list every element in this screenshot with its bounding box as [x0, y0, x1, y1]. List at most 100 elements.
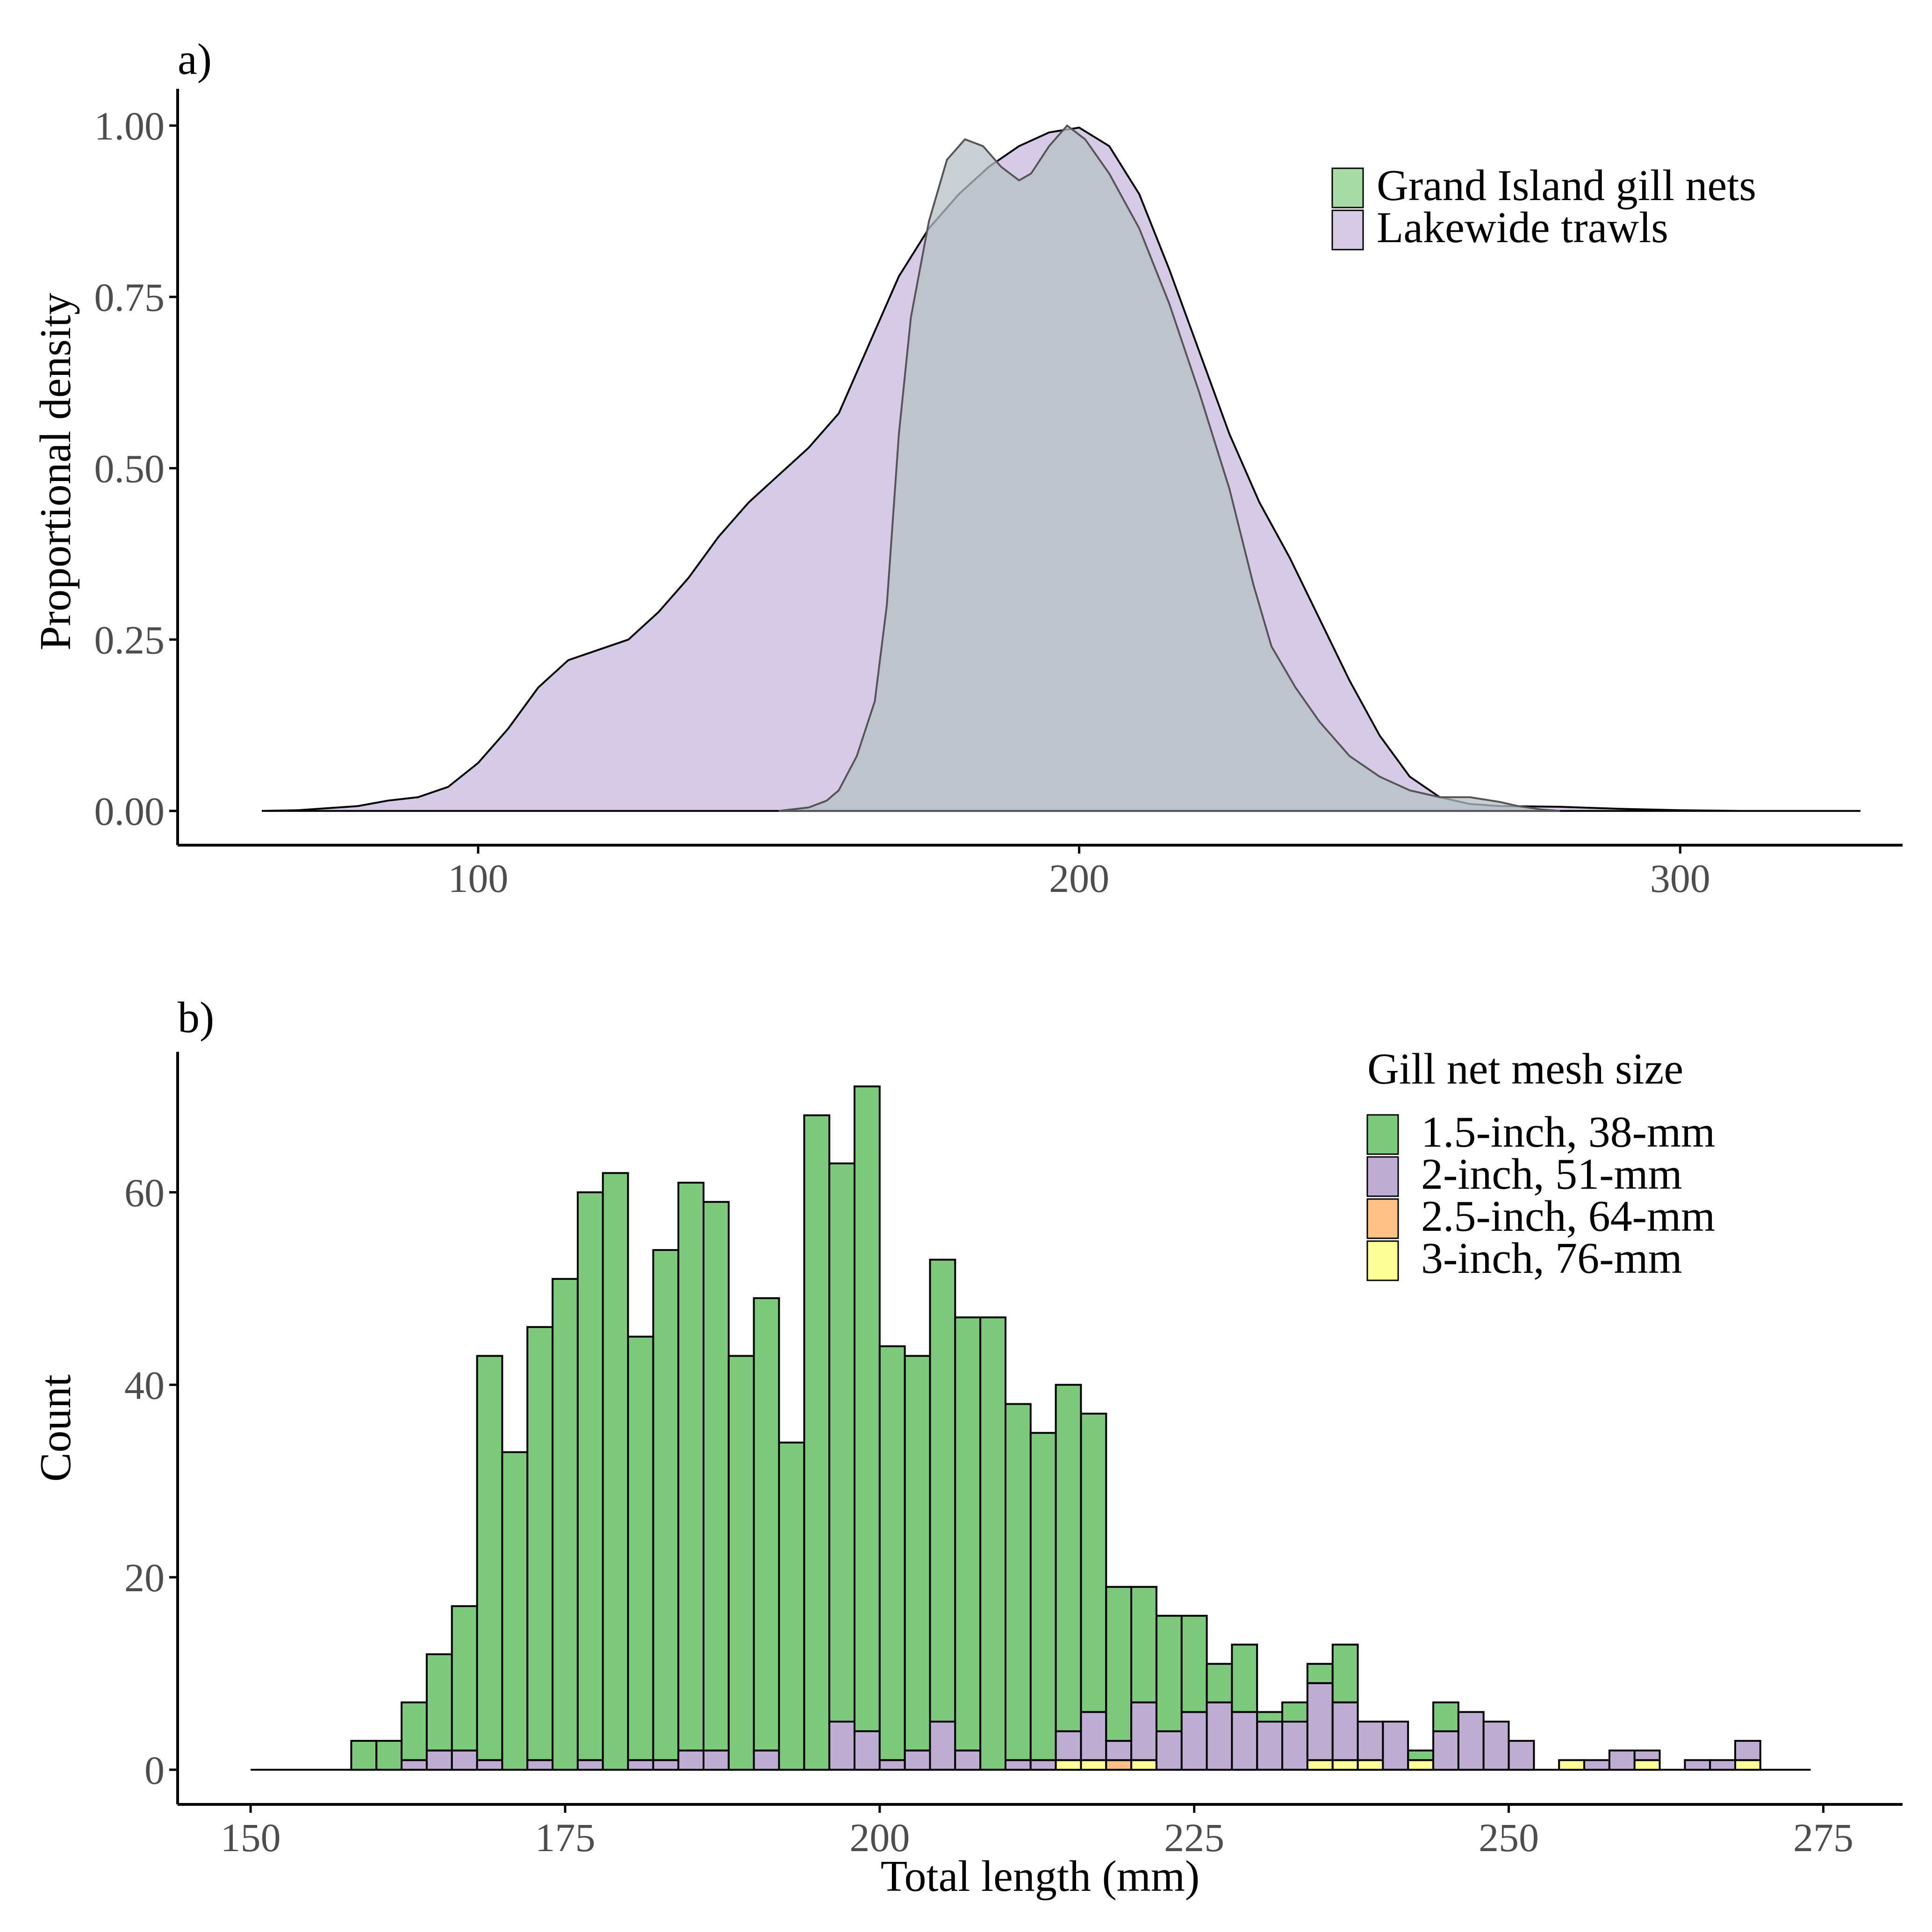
histogram-bar-segment: [677, 1182, 704, 1752]
panel-a-label: a): [178, 35, 212, 84]
x-tick-label: 200: [1049, 856, 1109, 901]
y-tick-label: 0.50: [94, 446, 165, 491]
histogram-bar-segment: [1407, 1749, 1435, 1761]
histogram-bar-segment: [1005, 1403, 1032, 1761]
histogram-bar-segment: [1029, 1432, 1057, 1761]
x-tick-label: 175: [535, 1815, 595, 1860]
histogram-bar-segment: [1180, 1711, 1208, 1771]
legend-label: 1.5-inch, 38-mm: [1421, 1108, 1715, 1156]
y-tick-label: 60: [124, 1171, 165, 1215]
y-tick-label: 1.00: [94, 104, 165, 149]
histogram-bar-segment: [1080, 1413, 1107, 1713]
histogram-bar-segment: [1407, 1759, 1435, 1771]
histogram-bar-segment: [1633, 1749, 1661, 1761]
histogram-bar-segment: [828, 1720, 855, 1771]
y-axis-ticks: 0.00 0.25 0.50 0.75 1.00: [94, 104, 178, 834]
histogram-bar-segment: [1508, 1740, 1535, 1771]
histogram-bar-segment: [929, 1258, 956, 1723]
histogram-bar-segment: [1130, 1586, 1157, 1703]
histogram-bar-segment: [576, 1759, 604, 1771]
histogram-bar-segment: [652, 1249, 680, 1761]
histogram-bar-segment: [1432, 1730, 1459, 1771]
histogram-bar-segment: [854, 1730, 881, 1771]
legend-swatch: [1366, 1240, 1399, 1281]
histogram-bar-segment: [1105, 1586, 1133, 1742]
histogram-bar-segment: [1180, 1615, 1208, 1713]
histogram-bar-segment: [1306, 1682, 1334, 1761]
histogram-bar-segment: [1231, 1644, 1258, 1713]
histogram-bar-segment: [929, 1720, 956, 1771]
histogram-panel: b) 0 20 40 60 150 175 200 225 250 275 Count Tota…: [31, 993, 1903, 1901]
histogram-bars-layer: [251, 1085, 1811, 1771]
histogram-bar-segment: [1633, 1759, 1661, 1771]
x-tick-label: 225: [1164, 1815, 1224, 1860]
y-tick-label: 20: [124, 1555, 165, 1600]
histogram-bar-segment: [375, 1740, 403, 1771]
panel-b-label: b): [178, 993, 214, 1042]
histogram-bar-segment: [1558, 1759, 1585, 1771]
histogram-bar-segment: [979, 1316, 1006, 1771]
histogram-bar-segment: [1281, 1720, 1308, 1771]
x-axis-ticks: 100 200 300: [448, 845, 1710, 901]
histogram-bar-segment: [778, 1441, 805, 1771]
histogram-bar-segment: [476, 1355, 503, 1761]
x-axis-title: Total length (mm): [881, 1852, 1200, 1901]
histogram-bar-segment: [1583, 1759, 1610, 1771]
histogram-bar-segment: [703, 1749, 730, 1771]
histogram-bar-segment: [727, 1355, 755, 1771]
legend-label: 2.5-inch, 64-mm: [1421, 1192, 1715, 1241]
x-tick-label: 150: [221, 1815, 281, 1860]
histogram-bar-segment: [1281, 1701, 1308, 1723]
histogram-bar-segment: [1306, 1663, 1334, 1684]
histogram-bar-segment: [451, 1605, 478, 1752]
histogram-bar-segment: [1684, 1759, 1711, 1771]
histogram-bar-segment: [627, 1759, 654, 1771]
histogram-bar-segment: [1357, 1759, 1384, 1771]
x-axis-ticks: 150 175 200 225 250 275: [221, 1804, 1853, 1860]
histogram-bar-segment: [1130, 1701, 1157, 1761]
histogram-bar-segment: [401, 1759, 428, 1771]
x-tick-label: 200: [849, 1815, 910, 1860]
histogram-bar-segment: [904, 1355, 931, 1752]
histogram-bar-segment: [425, 1653, 453, 1752]
legend-swatch: [1366, 1114, 1399, 1155]
histogram-bar-segment: [350, 1740, 378, 1771]
histogram-bar-segment: [1382, 1720, 1409, 1771]
legend-label: Lakewide trawls: [1377, 203, 1668, 252]
histogram-bar-segment: [854, 1085, 881, 1732]
histogram-bar-segment: [1482, 1720, 1510, 1771]
histogram-bar-segment: [526, 1759, 553, 1771]
histogram-bar-segment: [1231, 1711, 1258, 1771]
histogram-bar-segment: [954, 1316, 982, 1752]
histogram-bar-segment: [1055, 1759, 1082, 1771]
histogram-bar-segment: [753, 1297, 780, 1752]
histogram-bar-segment: [878, 1759, 906, 1771]
histogram-bar-segment: [1080, 1759, 1107, 1771]
legend-label: Grand Island gill nets: [1377, 161, 1756, 210]
histogram-bar-segment: [753, 1749, 780, 1771]
histogram-bar-segment: [1055, 1730, 1082, 1761]
histogram-bar-segment: [1306, 1759, 1334, 1771]
histogram-bar-segment: [627, 1336, 654, 1761]
histogram-bar-segment: [1709, 1759, 1736, 1771]
histogram-bar-segment: [1331, 1759, 1359, 1771]
histogram-bar-segment: [803, 1114, 831, 1771]
histogram-bar-segment: [1055, 1384, 1082, 1732]
histogram-bar-segment: [904, 1749, 931, 1771]
legend-label: 3-inch, 76-mm: [1421, 1234, 1682, 1283]
histogram-bar-segment: [1256, 1711, 1284, 1723]
histogram-bar-segment: [1331, 1644, 1359, 1703]
density-area-grand-island-gill-nets: [778, 124, 1560, 812]
histogram-bar-segment: [576, 1191, 604, 1761]
y-axis-title: Proportional density: [31, 293, 80, 651]
density-panel: a) 0.00 0.25 0.50 0.75 1.00 100 200 300 Propor…: [31, 35, 1903, 901]
histogram-bar-segment: [1156, 1730, 1183, 1771]
x-tick-label: 100: [448, 856, 508, 901]
y-tick-label: 0: [144, 1748, 165, 1793]
histogram-bar-segment: [703, 1201, 730, 1752]
histogram-bar-segment: [1457, 1711, 1485, 1771]
x-tick-label: 250: [1479, 1815, 1539, 1860]
y-tick-label: 0.00: [94, 789, 165, 834]
